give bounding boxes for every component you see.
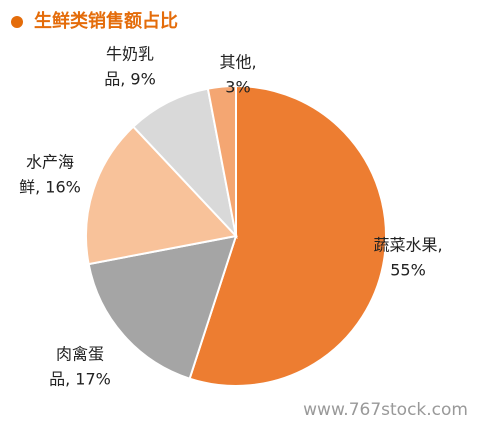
title-bullet <box>11 16 23 28</box>
slice-label: 55% <box>390 261 426 280</box>
slice-label: 牛奶乳 <box>106 45 154 64</box>
slice-label: 其他, <box>219 53 256 72</box>
pie-slice <box>206 84 237 237</box>
slice-label: 肉禽蛋 <box>56 345 104 364</box>
chart-title: 生鲜类销售额占比 <box>34 10 178 32</box>
pie-slice <box>85 125 238 266</box>
pie-slice <box>87 234 238 380</box>
slice-label: 水产海 <box>26 153 74 172</box>
slice-label: 品, 9% <box>104 70 156 89</box>
slice-label: 蔬菜水果, <box>373 236 442 255</box>
slice-label: 3% <box>225 78 250 97</box>
pie-slice <box>188 84 387 387</box>
slice-label: 品, 17% <box>49 370 111 389</box>
watermark: www.767stock.com <box>303 400 468 420</box>
pie-slice <box>131 87 238 240</box>
slice-label: 鲜, 16% <box>19 178 81 197</box>
